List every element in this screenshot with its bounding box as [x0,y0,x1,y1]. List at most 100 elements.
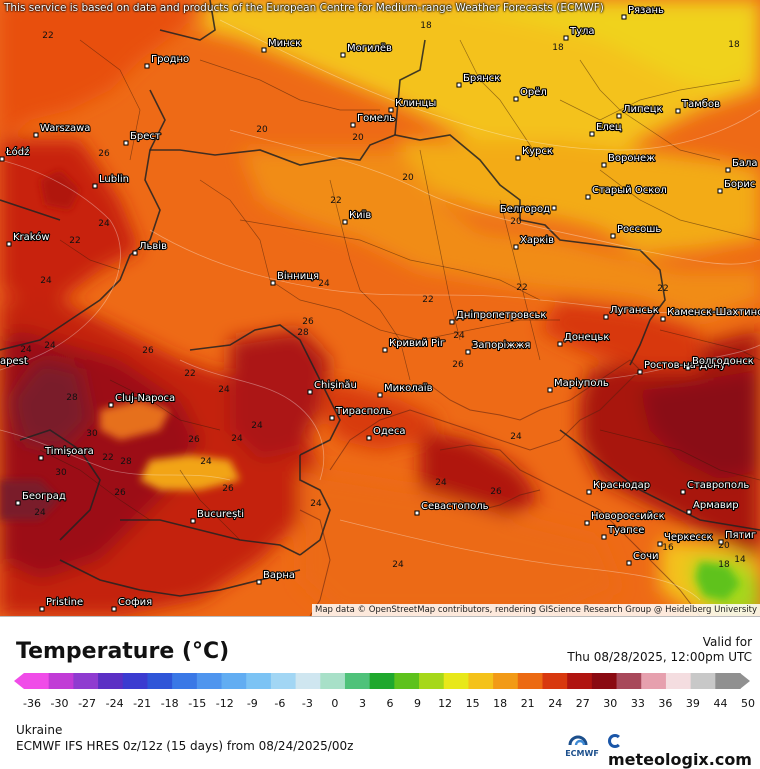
city-dot [388,107,394,113]
scale-tick-label: 15 [465,697,480,710]
city-marker: Тула [563,25,596,41]
city-label: Вінниця [277,270,319,282]
city-dot [256,579,262,585]
city-dot [340,52,346,58]
city-dot [144,63,150,69]
weather-map[interactable]: 22 18 18 18 20 20 26 20 22 24 20 22 24 24 26 22 22 26 24 28… [0,0,760,616]
scale-tick-label: 27 [575,697,590,710]
city-dot [414,510,420,516]
city-label: Рязань [628,5,664,16]
city-label: Минск [268,38,301,49]
city-dot [132,250,138,256]
isotherm-label: 20 [718,541,730,551]
scale-tick-label: -21 [133,697,152,710]
city-label: Pristine [46,597,83,608]
city-dot [686,509,692,515]
legend-panel: Temperature (°C) Valid for Thu 08/28/202… [0,616,760,769]
city-label: Kraków [13,231,50,243]
city-dot [342,219,348,225]
city-label: Тирасполь [335,406,392,417]
city-dot [465,349,471,355]
city-label: Тамбов [681,99,720,110]
scale-tick-label: -30 [50,697,69,710]
valid-time: Thu 08/28/2025, 12:00pm UTC [567,650,752,664]
city-label: Липецк [623,104,663,115]
city-label: Lublin [99,174,129,185]
city-markers: Минск Могилёв Гродно Тула Рязань Warszawa Брес… [0,4,760,612]
city-dot [15,500,21,506]
ecmwf-icon [568,735,588,746]
city-marker: Одеса [366,425,407,441]
map-attribution[interactable]: Map data © OpenStreetMap contributors, r… [312,604,760,616]
meteologix-logo[interactable]: meteologix.com [608,731,760,769]
city-dot [0,156,5,162]
city-marker: Клинцы [388,97,437,113]
scale-swatch [172,673,198,689]
scale-tick-label: 30 [603,697,618,710]
legend-title: Temperature (°C) [16,639,230,664]
isotherm-label: 18 [552,43,564,53]
city-label: Донецьк [564,332,609,343]
city-dot [626,560,632,566]
city-label: Волгодонск [692,356,754,367]
city-label: Київ [349,210,371,221]
scale-swatch [468,673,494,689]
city-dot [377,392,383,398]
isotherm-label: 28 [120,457,132,467]
map-canvas: 22 18 18 18 20 20 26 20 22 24 20 22 24 24 26 22 22 26 24 28… [0,0,760,616]
scale-swatch [591,673,618,689]
isotherm-labels: 22 18 18 18 20 20 26 20 22 24 20 22 24 24 26 22 22 26 24 28… [20,21,746,570]
city-marker: Елец [589,121,623,137]
isotherm-label: 24 [44,341,56,351]
city-marker: Черкесск [657,531,714,547]
city-dot [660,316,666,322]
city-marker: Тирасполь [329,405,393,421]
city-label: Ставрополь [687,480,749,491]
city-dot [585,194,591,200]
city-label: Запоріжжя [472,339,530,351]
scale-tick-label: 39 [685,697,700,710]
city-label: Миколаїв [384,383,433,394]
scale-swatch [320,673,346,689]
city-dot [515,155,521,161]
city-dot [547,387,553,393]
isotherm-label: 30 [86,429,98,439]
city-dot [584,520,590,526]
city-marker: Ставрополь [680,479,750,495]
city-label: Воронеж [608,153,655,164]
city-marker: Брянск [456,72,501,88]
city-dot [513,244,519,250]
city-marker: București [190,508,245,524]
city-label: Warszawa [40,123,90,134]
scale-swatch [715,673,741,689]
scale-swatch [690,673,716,689]
city-dot [366,435,372,441]
city-label: Кривий Ріг [389,337,445,349]
city-dot [680,489,686,495]
ecmwf-logo[interactable]: ECMWF [560,731,604,759]
isotherm-label: 18 [728,40,740,50]
city-label: Харків [520,234,554,246]
city-marker: Запоріжжя [465,338,531,355]
city-marker: Каменск-Шахтинский [660,306,760,322]
isotherm-label: 26 [188,435,200,445]
isotherm-label: 24 [392,560,404,570]
city-dot [123,140,129,146]
city-dot [621,14,627,20]
scale-tick-label: 36 [658,697,673,710]
scale-swatch [270,673,297,689]
city-marker: Кривий Ріг [382,336,446,353]
isotherm-label: 20 [256,125,268,135]
city-label: Старый Оскол [592,185,667,196]
isotherm-label: 26 [452,360,464,370]
region-name: Ukraine [16,723,63,737]
scale-min-arrow [14,673,24,689]
scale-swatch [616,673,642,689]
city-label: Россошь [617,224,661,235]
scale-tick-label: -15 [188,697,207,710]
city-marker: Гродно [144,53,190,69]
city-marker: Вінниця [270,269,320,286]
isotherms [0,19,760,601]
city-marker: Орёл [513,86,548,102]
city-label: Timișoara [44,446,94,457]
